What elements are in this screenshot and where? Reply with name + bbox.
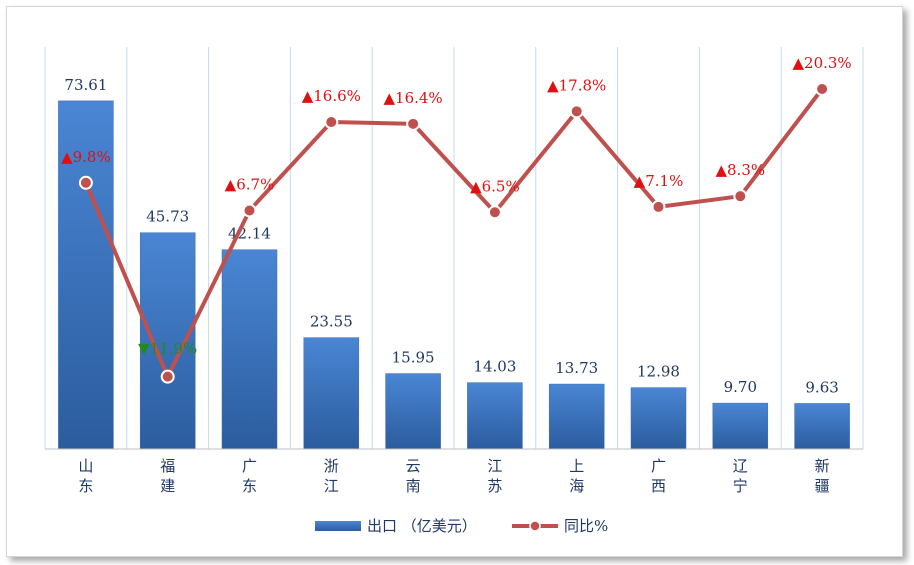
- bar-value-label: 14.03: [473, 358, 516, 376]
- category-label: 苏: [487, 477, 502, 495]
- category-label: 南: [406, 477, 421, 495]
- bar-2: [221, 249, 278, 450]
- bar-3: [303, 337, 360, 450]
- legend-bar-swatch: [315, 521, 361, 531]
- pct-label: ▲7.1%: [634, 172, 684, 190]
- pct-label: ▲6.7%: [225, 175, 275, 193]
- bar-5: [467, 382, 523, 450]
- line-point-9: [815, 81, 830, 96]
- legend-bar-label: 出口 （亿美元）: [367, 517, 477, 535]
- bar-9: [794, 403, 850, 450]
- category-label: 疆: [815, 477, 830, 495]
- line-point-8: [733, 189, 748, 204]
- bar-value-label: 9.70: [724, 378, 757, 396]
- line-point-7: [651, 199, 666, 214]
- category-label: 宁: [733, 477, 748, 495]
- pct-label: ▲20.3%: [793, 54, 852, 72]
- pct-label: ▲16.4%: [384, 89, 443, 107]
- pct-label: ▲16.6%: [302, 87, 361, 105]
- category-label: 江: [324, 477, 339, 495]
- category-label: 广: [242, 457, 257, 475]
- line-point-5: [487, 205, 502, 220]
- bar-8: [712, 402, 769, 450]
- bar-value-label: 9.63: [805, 378, 838, 396]
- chart-frame: 73.61 45.73 42.14 23.55 15.95 14.03 13.73 12.98…: [6, 6, 903, 557]
- category-label: 西: [651, 477, 666, 495]
- line-series: [84, 87, 824, 379]
- category-label: 浙: [324, 457, 339, 475]
- category-label: 福: [160, 457, 175, 475]
- line-point-0: [78, 175, 93, 190]
- category-label: 山: [78, 457, 93, 475]
- bar-value-label: 73.61: [64, 76, 107, 94]
- category-label: 东: [242, 477, 257, 495]
- category-label: 广: [651, 457, 666, 475]
- category-label: 辽: [733, 457, 748, 475]
- line-point-3: [324, 115, 339, 130]
- bar-value-label: 23.55: [310, 313, 353, 331]
- category-label: 海: [569, 477, 584, 495]
- bar-value-label: 12.98: [637, 363, 680, 381]
- bar-7: [630, 387, 687, 450]
- category-label: 新: [815, 457, 830, 475]
- category-label: 江: [487, 457, 502, 475]
- line-point-1: [160, 369, 175, 384]
- category-label: 建: [160, 477, 175, 495]
- line-point-2: [242, 203, 257, 218]
- bar-6: [548, 383, 605, 450]
- bar-0: [58, 100, 114, 450]
- legend-line-marker: [529, 520, 541, 532]
- pct-label: ▲8.3%: [715, 161, 765, 179]
- category-label: 东: [78, 477, 93, 495]
- bar-value-label: 45.73: [146, 208, 189, 226]
- category-label: 云: [406, 457, 421, 475]
- pct-label: ▲6.5%: [470, 177, 520, 195]
- bar-value-label: 15.95: [392, 349, 435, 367]
- pct-label: ▼11.9%: [138, 340, 197, 358]
- legend-line-label: 同比%: [564, 517, 608, 535]
- bar-value-label: 13.73: [555, 359, 598, 377]
- line-point-6: [569, 104, 584, 119]
- category-label: 上: [569, 457, 584, 475]
- pct-label: ▲9.8%: [61, 148, 111, 166]
- pct-label: ▲17.8%: [547, 76, 606, 94]
- line-point-4: [406, 116, 421, 131]
- bar-4: [385, 373, 441, 450]
